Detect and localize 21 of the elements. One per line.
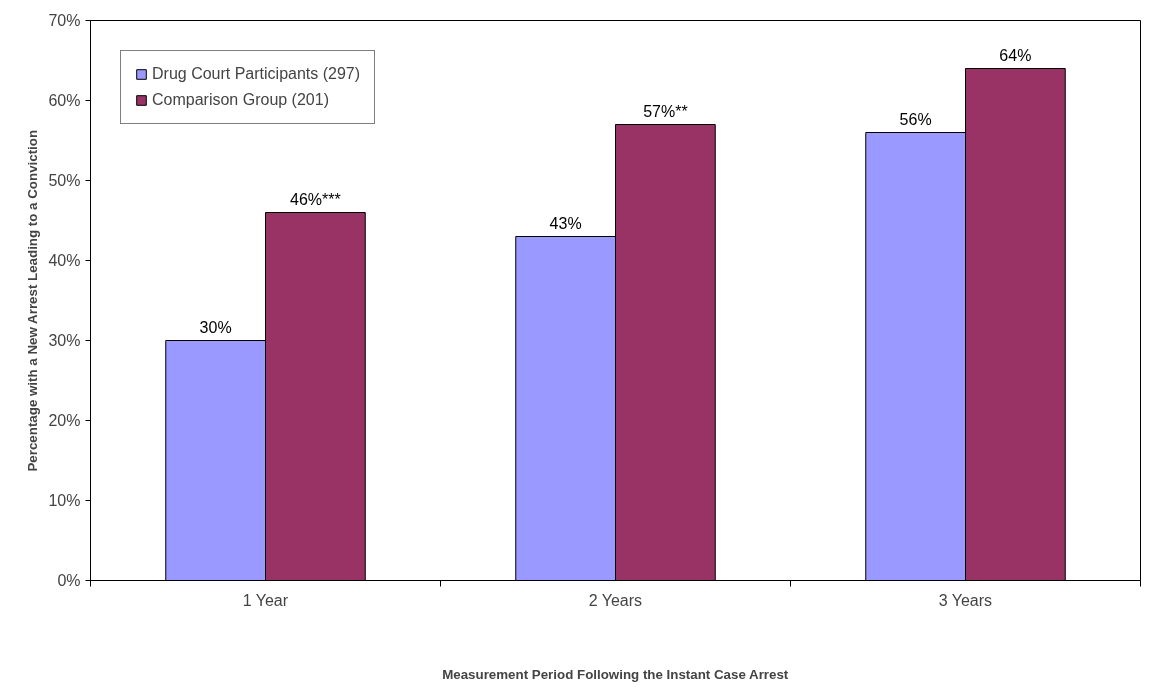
y-tick-label: 30% <box>48 332 81 349</box>
y-tick-label: 40% <box>48 252 81 269</box>
data-label: 57%** <box>643 102 688 120</box>
data-label: 56% <box>899 110 932 128</box>
data-label: 43% <box>549 214 582 232</box>
x-tick-label: 1 Year <box>242 591 289 609</box>
data-label: 46%*** <box>290 190 341 208</box>
legend-label: Drug Court Participants (297) <box>152 65 361 83</box>
y-tick-label: 50% <box>48 172 81 189</box>
y-tick-label: 20% <box>48 412 81 429</box>
y-tick-label: 0% <box>57 572 81 589</box>
data-label: 30% <box>199 318 232 336</box>
y-tick-label: 10% <box>48 492 81 509</box>
legend-label: Comparison Group (201) <box>152 91 329 109</box>
y-tick-label: 70% <box>48 12 81 29</box>
data-label: 64% <box>999 46 1032 64</box>
y-axis-title: Percentage with a New Arrest Leading to a Conviction <box>25 129 41 472</box>
x-tick-label: 2 Years <box>588 591 643 609</box>
x-axis-title: Measurement Period Following the Instant Case Arrest <box>442 666 789 682</box>
x-tick-label: 3 Years <box>938 591 993 609</box>
y-tick-label: 60% <box>48 92 81 109</box>
